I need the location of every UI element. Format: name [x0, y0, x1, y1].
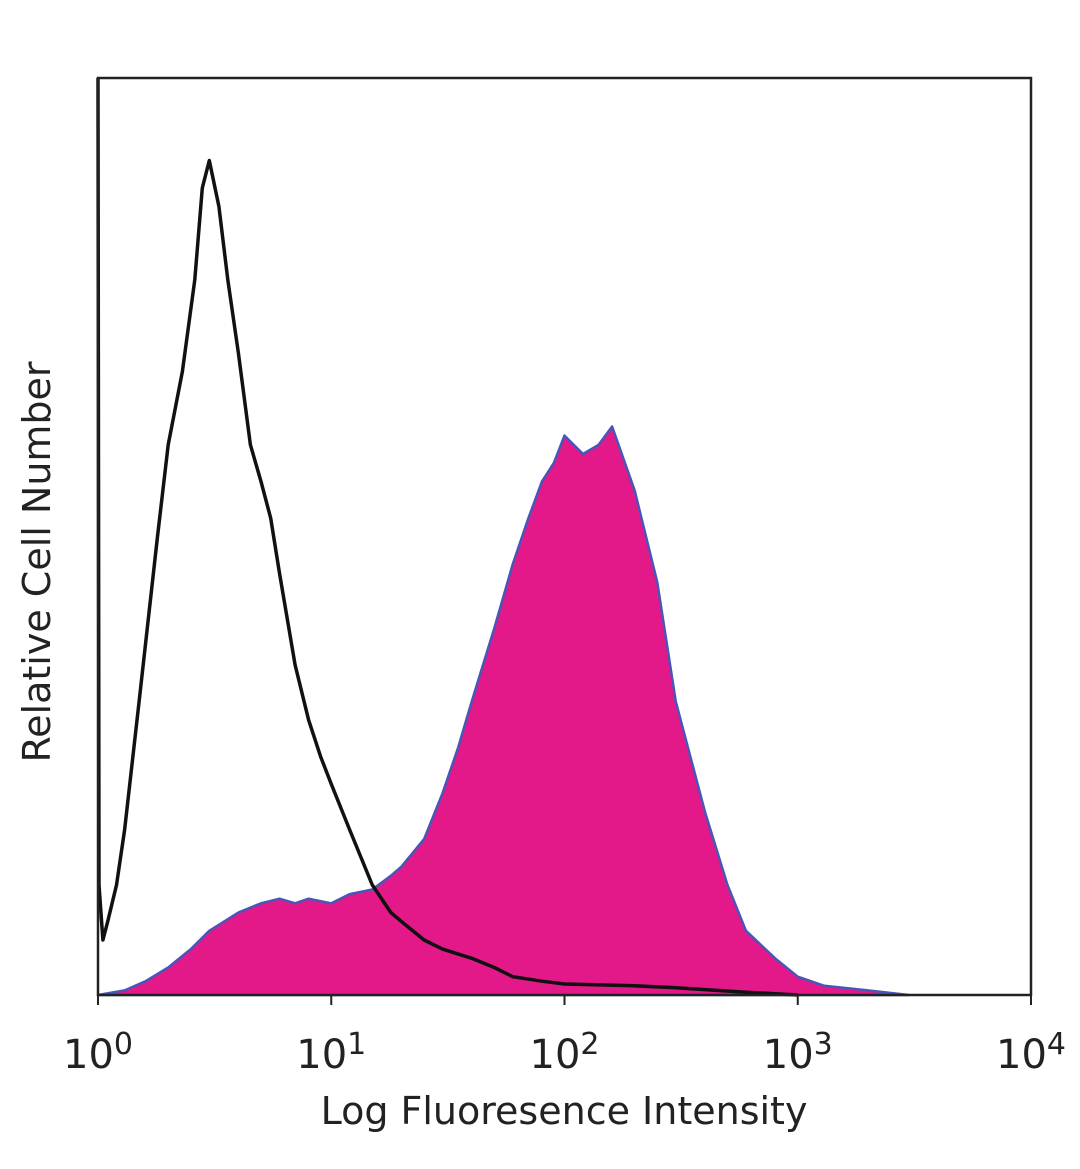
- x-tick-label-1: 101: [296, 1027, 366, 1078]
- series-0-filled-histogram: [96, 425, 911, 997]
- y-axis-label: Relative Cell Number: [15, 361, 59, 762]
- x-tick-label-2: 102: [530, 1027, 600, 1078]
- x-tick-label-0: 100: [63, 1027, 133, 1078]
- series-1-outline-histogram: [96, 77, 798, 997]
- x-tick-label-4: 104: [996, 1027, 1066, 1078]
- x-axis-ticks: 100 101 102 103 104: [63, 995, 1066, 1078]
- plot-area: [96, 77, 911, 997]
- x-axis-label: Log Fluoresence Intensity: [321, 1089, 808, 1133]
- x-tick-label-3: 103: [763, 1027, 833, 1078]
